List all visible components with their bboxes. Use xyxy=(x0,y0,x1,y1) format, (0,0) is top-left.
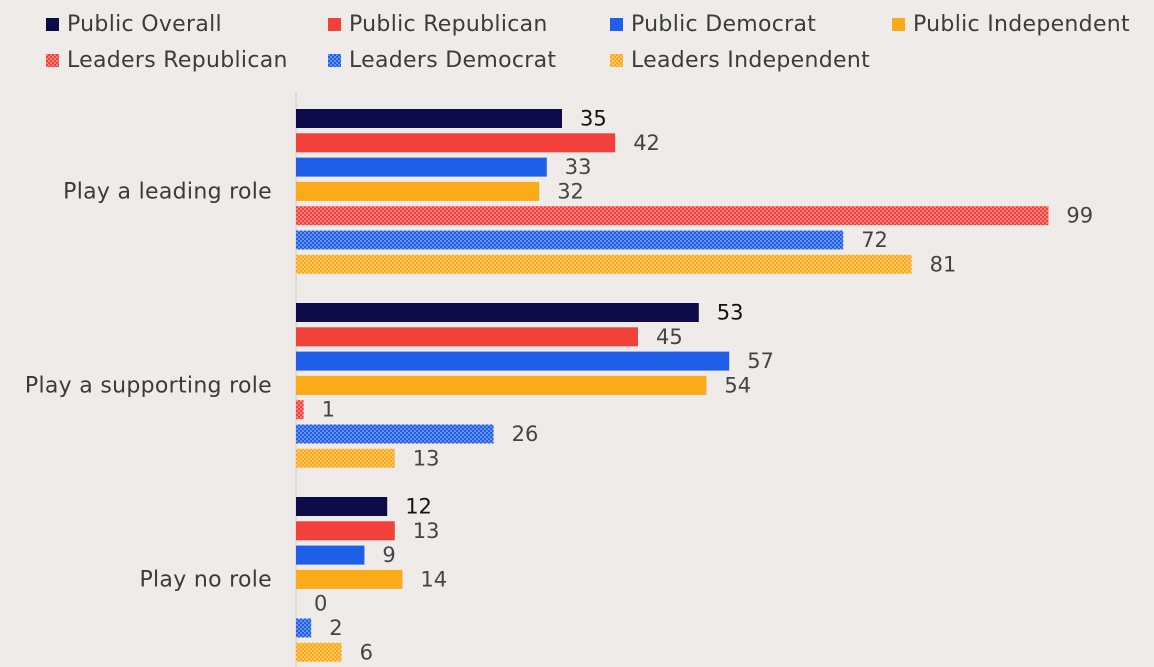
legend-swatch-public-overall xyxy=(46,17,59,31)
category-label-play-a-supporting-role: Play a supporting role xyxy=(25,373,272,398)
bar-leaders-republican-play-a-supporting-role xyxy=(296,400,304,420)
bar-public-republican-play-a-supporting-role xyxy=(296,327,638,347)
value-label-public-independent-play-a-leading-role: 32 xyxy=(557,179,584,203)
bar-public-democrat-play-a-supporting-role xyxy=(296,351,730,371)
value-label-leaders-republican-play-no-role: 0 xyxy=(314,592,327,616)
value-label-leaders-independent-play-a-supporting-role: 13 xyxy=(413,446,440,470)
legend-swatch-public-democrat xyxy=(610,17,623,31)
bar-leaders-democrat-play-a-leading-role xyxy=(296,230,844,250)
bar-public-republican-play-a-leading-role xyxy=(296,133,616,153)
legend-item-public-republican: Public Republican xyxy=(328,12,610,37)
legend-item-leaders-independent: Leaders Independent xyxy=(610,48,892,73)
legend-label: Public Overall xyxy=(67,11,222,37)
value-label-leaders-democrat-play-a-supporting-role: 26 xyxy=(512,422,539,446)
legend-item-leaders-democrat: Leaders Democrat xyxy=(328,48,610,73)
value-label-leaders-democrat-play-a-leading-role: 72 xyxy=(861,228,888,252)
bar-public-democrat-play-no-role xyxy=(296,545,365,565)
legend-swatch-public-independent xyxy=(892,17,905,31)
bar-public-republican-play-no-role xyxy=(296,521,395,541)
bar-public-overall-play-a-leading-role xyxy=(296,109,562,128)
legend-item-public-overall: Public Overall xyxy=(46,12,328,37)
bar-leaders-independent-play-a-supporting-role xyxy=(296,448,395,468)
value-label-public-republican-play-a-leading-role: 42 xyxy=(633,131,660,155)
legend-label: Public Independent xyxy=(913,11,1130,37)
value-label-leaders-independent-play-a-leading-role: 81 xyxy=(930,252,957,276)
bar-public-democrat-play-a-leading-role xyxy=(296,157,547,177)
bar-public-overall-play-a-supporting-role xyxy=(296,303,699,322)
legend-label: Leaders Independent xyxy=(631,47,871,73)
value-label-public-overall-play-no-role: 12 xyxy=(405,495,432,519)
value-label-public-democrat-play-a-leading-role: 33 xyxy=(565,155,592,179)
bar-public-independent-play-no-role xyxy=(296,569,403,589)
legend-swatch-leaders-democrat xyxy=(328,53,341,67)
value-label-public-overall-play-a-leading-role: 35 xyxy=(580,107,607,131)
legend-swatch-leaders-republican xyxy=(46,53,59,67)
bar-leaders-democrat-play-a-supporting-role xyxy=(296,424,494,444)
legend-item-public-independent: Public Independent xyxy=(892,12,1154,37)
legend-swatch-public-republican xyxy=(328,17,341,31)
category-label-play-no-role: Play no role xyxy=(139,567,272,592)
legend-label: Public Democrat xyxy=(631,11,817,37)
value-label-public-democrat-play-a-supporting-role: 57 xyxy=(747,349,774,373)
value-label-public-republican-play-a-supporting-role: 45 xyxy=(656,325,683,349)
value-label-leaders-independent-play-no-role: 6 xyxy=(360,640,373,664)
bar-leaders-independent-play-a-leading-role xyxy=(296,254,912,274)
legend-swatch-leaders-independent xyxy=(610,53,623,67)
bar-leaders-democrat-play-no-role xyxy=(296,618,312,638)
bar-public-independent-play-a-leading-role xyxy=(296,181,540,201)
bar-public-independent-play-a-supporting-role xyxy=(296,375,707,395)
category-label-play-a-leading-role: Play a leading role xyxy=(63,179,272,204)
value-label-leaders-republican-play-a-supporting-role: 1 xyxy=(322,398,335,422)
legend-label: Public Republican xyxy=(349,11,548,37)
legend-label: Leaders Democrat xyxy=(349,47,557,73)
bar-leaders-independent-play-no-role xyxy=(296,642,342,662)
value-label-public-republican-play-no-role: 13 xyxy=(413,519,440,543)
bar-leaders-republican-play-a-leading-role xyxy=(296,206,1049,226)
legend-item-leaders-republican: Leaders Republican xyxy=(46,48,328,73)
value-label-public-independent-play-a-supporting-role: 54 xyxy=(724,373,751,397)
value-label-public-overall-play-a-supporting-role: 53 xyxy=(717,301,744,325)
value-label-public-democrat-play-no-role: 9 xyxy=(382,543,395,567)
value-label-leaders-democrat-play-no-role: 2 xyxy=(329,616,342,640)
bar-public-overall-play-no-role xyxy=(296,497,388,516)
value-label-leaders-republican-play-a-leading-role: 99 xyxy=(1066,204,1093,228)
legend-label: Leaders Republican xyxy=(67,47,288,73)
legend-item-public-democrat: Public Democrat xyxy=(610,12,892,37)
value-label-public-independent-play-no-role: 14 xyxy=(420,567,447,591)
legend: Public Overall Public Republican Public De… xyxy=(46,6,1154,76)
